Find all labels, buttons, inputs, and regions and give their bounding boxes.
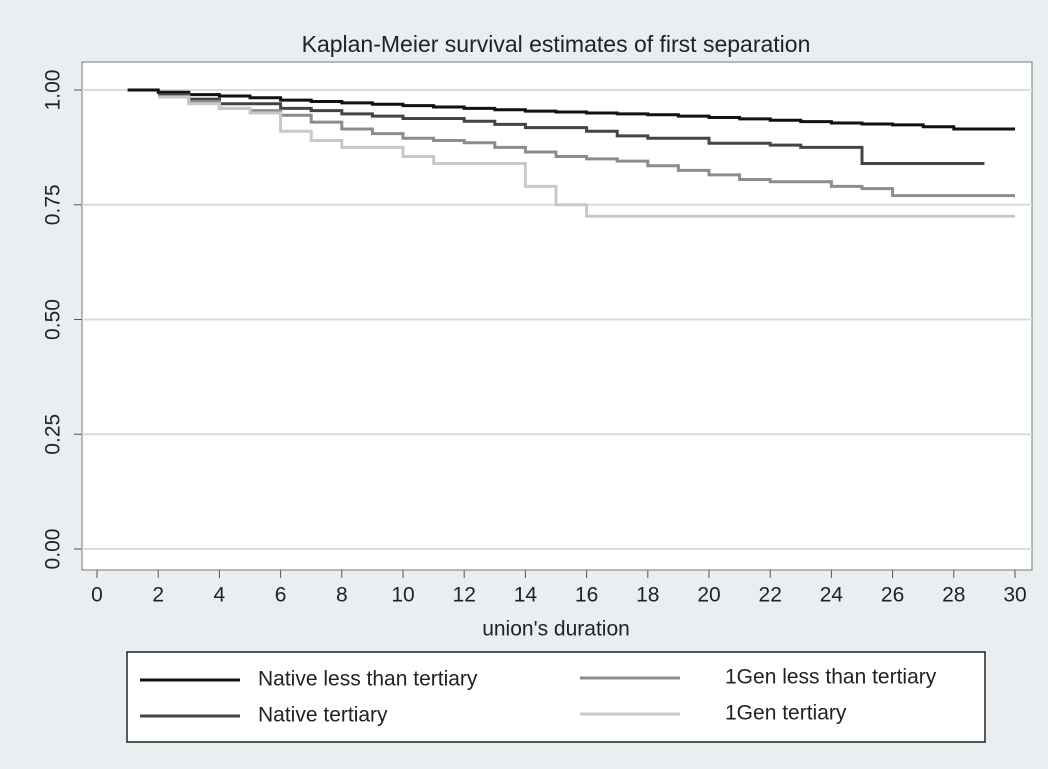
x-tick-label: 10: [391, 584, 414, 607]
y-tick-label: 0.00: [42, 529, 65, 570]
x-tick-label: 12: [453, 584, 476, 607]
x-tick-label: 2: [152, 584, 164, 607]
x-tick-label: 8: [336, 584, 348, 607]
survival-line: [127, 88, 1015, 131]
legend-label: Native less than tertiary: [258, 668, 478, 691]
legend-label: Native tertiary: [258, 704, 388, 727]
x-tick-label: 14: [514, 584, 538, 607]
chart-title: Kaplan-Meier survival estimates of first…: [302, 31, 811, 57]
x-tick-label: 28: [942, 584, 965, 607]
x-tick-label: 30: [1003, 584, 1026, 607]
y-tick-label: 0.50: [42, 299, 65, 340]
x-axis-label: union's duration: [482, 618, 630, 641]
survival-line: [158, 93, 985, 165]
x-tick-label: 22: [759, 584, 782, 607]
plot-area: [81, 61, 1033, 571]
y-tick-label: 0.75: [42, 184, 65, 225]
legend-label: 1Gen less than tertiary: [725, 666, 937, 689]
x-tick-label: 4: [214, 584, 226, 607]
x-tick-label: 18: [636, 584, 659, 607]
x-tick-label: 24: [820, 584, 844, 607]
survival-line: [158, 95, 1015, 218]
x-tick-label: 26: [881, 584, 904, 607]
y-tick-label: 1.00: [42, 70, 65, 111]
x-tick-label: 16: [575, 584, 598, 607]
x-tick-label: 20: [697, 584, 720, 607]
x-tick-label: 0: [91, 584, 103, 607]
x-tick-label: 6: [275, 584, 287, 607]
legend-label: 1Gen tertiary: [725, 702, 847, 725]
legend: [126, 651, 986, 743]
y-tick-label: 0.25: [42, 414, 65, 455]
